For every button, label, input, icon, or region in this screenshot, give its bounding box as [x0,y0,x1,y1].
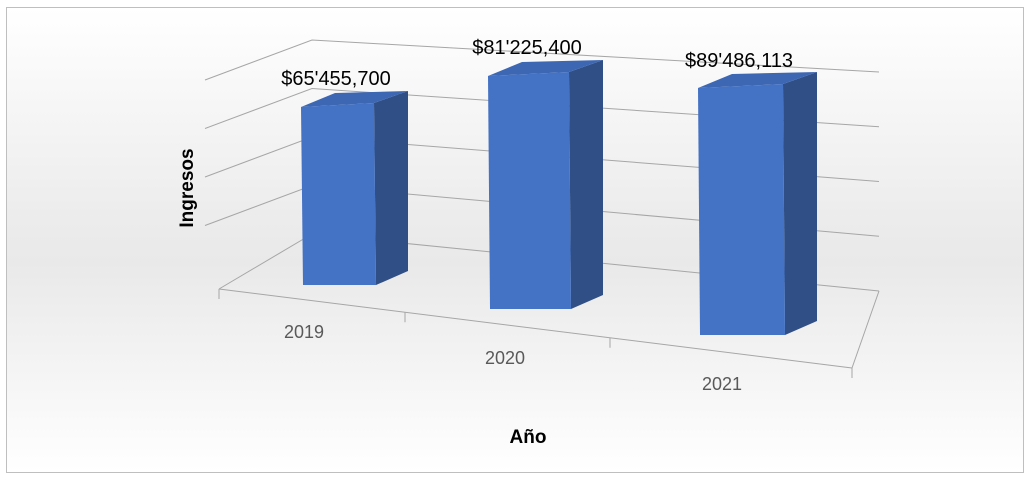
bar-side-2019 [374,91,408,285]
x-axis-title: Año [510,427,547,448]
bar-2020 [488,72,571,309]
bars [301,60,817,335]
bar-2021 [698,84,785,335]
labels: $65'455,700 2019 $81'225,400 2020 $89'486,11… [281,37,793,394]
bar-side-2020 [569,60,603,309]
category-label-2021: 2021 [702,374,742,394]
floor-front-edge [218,288,853,369]
data-label-2021: $89'486,113 [685,50,793,72]
chart-frame: $65'455,700 2019 $81'225,400 2020 $89'486,11… [6,7,1024,473]
bar-2019 [301,103,376,285]
bar-top-2019 [301,91,408,107]
category-label-2020: 2020 [485,348,525,368]
chart-plot: $65'455,700 2019 $81'225,400 2020 $89'486,11… [177,37,880,448]
data-label-2020: $81'225,400 [472,37,581,59]
category-label-2019: 2019 [284,322,324,342]
y-axis-title: Ingresos [177,148,198,227]
gridline [204,39,880,81]
gridline [204,87,880,129]
bar-side-2021 [783,72,817,335]
bar-top-2021 [698,72,817,88]
floor-right-edge [851,290,880,369]
bar-top-2020 [488,60,603,76]
data-label-2019: $65'455,700 [281,68,390,90]
